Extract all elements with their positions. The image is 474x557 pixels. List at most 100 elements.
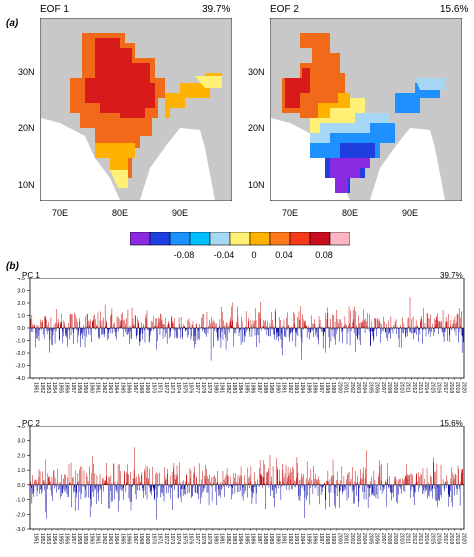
bar — [275, 484, 276, 489]
bar — [355, 484, 357, 487]
bar — [38, 328, 39, 336]
bar — [101, 484, 102, 505]
bar — [353, 481, 355, 485]
bar — [401, 328, 402, 329]
bar — [211, 484, 213, 502]
bar — [244, 328, 246, 337]
bar — [104, 483, 105, 485]
bar — [306, 461, 308, 485]
x-tick-label: 2000 — [336, 533, 342, 544]
bar — [343, 476, 345, 485]
bar — [256, 328, 258, 335]
bar — [172, 322, 173, 328]
bar — [82, 484, 84, 487]
bar — [289, 473, 290, 485]
bar — [177, 328, 179, 329]
x-tick-label: 1975 — [181, 382, 187, 393]
bar — [332, 314, 333, 328]
bar — [42, 482, 44, 485]
x-tick-label: 2015 — [429, 533, 435, 544]
x-tick-label: 1993 — [293, 533, 299, 544]
bar — [330, 484, 331, 486]
bar — [346, 325, 347, 328]
bar — [179, 482, 181, 485]
bar — [171, 484, 173, 487]
bar — [56, 327, 58, 328]
bar — [459, 325, 461, 328]
bar — [182, 484, 183, 490]
bar — [338, 319, 340, 328]
bar — [436, 484, 437, 502]
bar — [364, 319, 365, 328]
y-tick-label: -3.0 — [16, 364, 25, 370]
bar — [201, 317, 203, 328]
x-tick-label: 1966 — [126, 533, 132, 544]
bar — [60, 482, 61, 485]
x-tick-label: 1979 — [206, 382, 212, 393]
bar — [439, 322, 441, 328]
bar — [278, 484, 280, 489]
bar — [337, 327, 339, 328]
bar — [191, 484, 193, 497]
bar — [439, 484, 441, 485]
bar — [104, 480, 106, 485]
bar — [315, 328, 316, 336]
bar — [445, 321, 446, 328]
bar — [374, 317, 375, 328]
bar — [195, 328, 196, 345]
bar — [379, 460, 380, 485]
bar — [212, 322, 213, 328]
bar — [287, 312, 288, 328]
bar — [297, 317, 298, 328]
bar — [171, 484, 172, 489]
bar — [108, 328, 110, 339]
bar — [101, 320, 103, 328]
bar — [210, 328, 212, 361]
bar — [422, 468, 424, 485]
bar — [260, 474, 261, 485]
bar — [227, 328, 228, 341]
bar — [327, 312, 329, 328]
bar — [378, 318, 380, 328]
bar — [411, 328, 413, 334]
bar — [66, 328, 67, 338]
bar — [239, 475, 241, 485]
bar — [100, 311, 101, 328]
bar — [129, 484, 130, 487]
bar — [356, 483, 358, 485]
bar — [386, 482, 388, 485]
bar — [44, 315, 46, 328]
bar — [120, 471, 121, 485]
bar — [121, 484, 122, 486]
bar — [117, 328, 118, 329]
bar — [240, 466, 242, 485]
eof1-variance: 39.7% — [202, 4, 231, 15]
bar — [76, 328, 78, 330]
x-tick-label: 1961 — [95, 382, 101, 393]
x-tick-label: 1982 — [225, 533, 231, 544]
x-tick-label: 2003 — [355, 382, 361, 393]
bar — [119, 484, 121, 490]
bar — [110, 484, 111, 492]
bar — [128, 328, 129, 334]
x-tick-label: 1990 — [274, 382, 280, 393]
bar — [149, 484, 151, 493]
bar — [456, 314, 458, 328]
x-tick-label: 1981 — [219, 382, 225, 393]
bar — [286, 481, 288, 485]
bar — [412, 475, 413, 485]
bar — [279, 317, 280, 328]
bar — [53, 328, 54, 331]
bar — [240, 328, 241, 330]
bar — [169, 323, 171, 328]
bar — [329, 328, 330, 348]
bar — [404, 478, 405, 485]
bar — [344, 325, 345, 328]
bar — [330, 484, 332, 493]
bar — [393, 325, 394, 328]
bar — [312, 328, 313, 331]
bar — [456, 484, 457, 489]
bar — [170, 475, 172, 485]
bar — [275, 311, 276, 328]
bar — [74, 312, 75, 328]
